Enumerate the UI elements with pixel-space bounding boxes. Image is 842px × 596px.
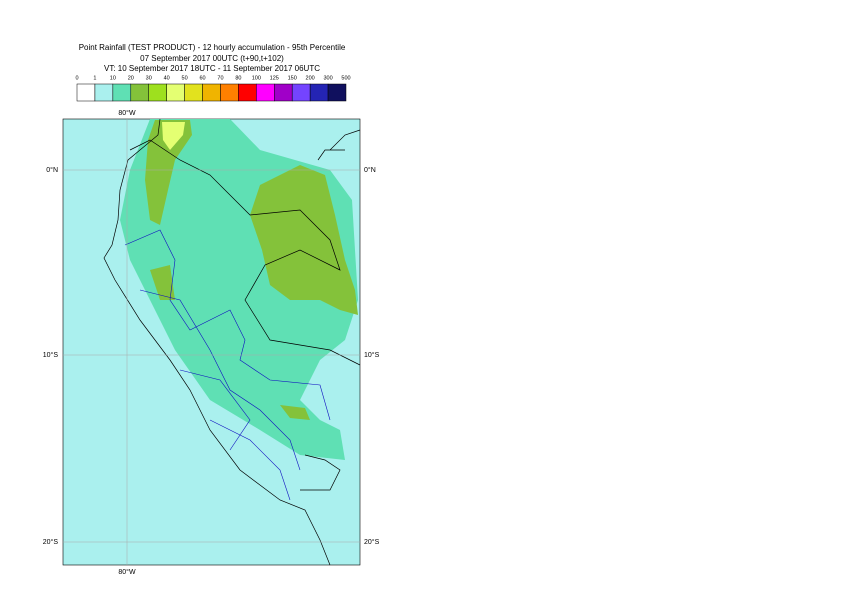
colorbar-box	[76, 83, 96, 102]
region-border	[124, 229, 331, 501]
lat-label: 0°N	[46, 166, 58, 174]
rain-area	[162, 122, 185, 150]
colorbar-label: 20	[128, 75, 134, 81]
colorbar: 0 1 10 20 30 40 50 60 70 80 100 125 150 200 300 500	[75, 75, 351, 102]
colorbar-box	[94, 83, 114, 102]
colorbar-label: 125	[270, 75, 279, 81]
colorbar-box	[166, 83, 185, 102]
valid-time: VT: 10 September 2017 18UTC - 11 Septemb…	[104, 64, 320, 73]
colorbar-label: 1	[93, 75, 96, 81]
colorbar-box	[291, 83, 311, 102]
lat-label: 10°S	[364, 351, 380, 359]
colorbar-label: 40	[164, 75, 170, 81]
rain-area	[250, 165, 358, 315]
colorbar-box	[238, 83, 257, 102]
colorbar-label: 100	[252, 75, 261, 81]
colorbar-box	[274, 83, 293, 102]
colorbar-label: 60	[199, 75, 205, 81]
colorbar-box	[112, 83, 132, 102]
colorbar-label: 300	[323, 75, 332, 81]
colorbar-label: 30	[146, 75, 152, 81]
map: 80°W 80°W 0°N 10°S 20°S 0°N 10°S 20°S	[43, 109, 380, 576]
colorbar-box	[256, 83, 275, 102]
border	[103, 118, 361, 566]
colorbar-label: 500	[341, 75, 350, 81]
colorbar-label: 0	[75, 75, 78, 81]
colorbar-box	[202, 83, 221, 102]
colorbar-label: 150	[288, 75, 297, 81]
colorbar-box	[327, 83, 347, 102]
colorbar-box	[309, 83, 329, 102]
lat-label: 0°N	[364, 166, 376, 174]
title: Point Rainfall (TEST PRODUCT) - 12 hourl…	[79, 43, 346, 52]
lat-label: 10°S	[43, 351, 59, 359]
rain-area	[145, 120, 192, 225]
run-time: 07 September 2017 00UTC (t+90,t+102)	[140, 54, 284, 63]
lat-label: 20°S	[43, 538, 59, 546]
colorbar-label: 70	[217, 75, 223, 81]
lon-label: 80°W	[118, 109, 136, 117]
colorbar-label: 80	[235, 75, 241, 81]
lon-label: 80°W	[118, 568, 136, 576]
colorbar-box	[184, 83, 203, 102]
colorbar-label: 10	[110, 75, 116, 81]
colorbar-box	[220, 83, 239, 102]
rain-area	[150, 265, 175, 300]
colorbar-box	[148, 83, 167, 102]
colorbar-label: 200	[306, 75, 315, 81]
colorbar-box	[130, 83, 149, 102]
lat-label: 20°S	[364, 538, 380, 546]
rain-area	[280, 405, 310, 420]
colorbar-label: 50	[182, 75, 188, 81]
